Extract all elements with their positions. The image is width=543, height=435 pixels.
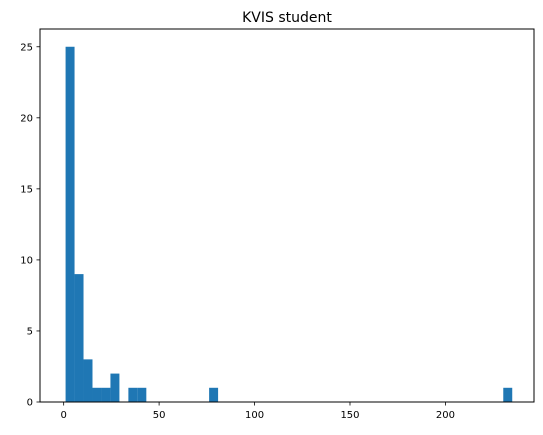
histogram-bar (65, 46, 75, 402)
y-tick-label: 20 (20, 113, 33, 124)
y-tick-label: 25 (20, 42, 33, 53)
histogram-bar (83, 359, 93, 402)
x-tick-label: 200 (436, 410, 455, 421)
y-tick-label: 0 (27, 398, 33, 409)
histogram-bar (110, 373, 120, 402)
histogram-bar (101, 387, 111, 402)
y-axis: 0 5 10 15 20 25 (20, 42, 40, 409)
x-axis: 0 50 100 150 200 (60, 402, 455, 421)
histogram-bar (503, 387, 513, 402)
y-tick-label: 5 (27, 326, 33, 337)
x-tick-label: 0 (60, 410, 66, 421)
x-tick-label: 150 (340, 410, 359, 421)
histogram-bar (128, 387, 138, 402)
y-tick-label: 10 (20, 255, 33, 266)
x-tick-label: 50 (153, 410, 166, 421)
histogram-bar (137, 387, 147, 402)
y-tick-label: 15 (20, 184, 33, 195)
histogram-bar (74, 274, 84, 402)
chart-title: KVIS student (242, 10, 332, 26)
plot-frame (39, 28, 535, 403)
x-tick-label: 100 (245, 410, 264, 421)
bars-group (65, 46, 513, 402)
histogram-bar (209, 387, 219, 402)
histogram-bar (92, 387, 102, 402)
